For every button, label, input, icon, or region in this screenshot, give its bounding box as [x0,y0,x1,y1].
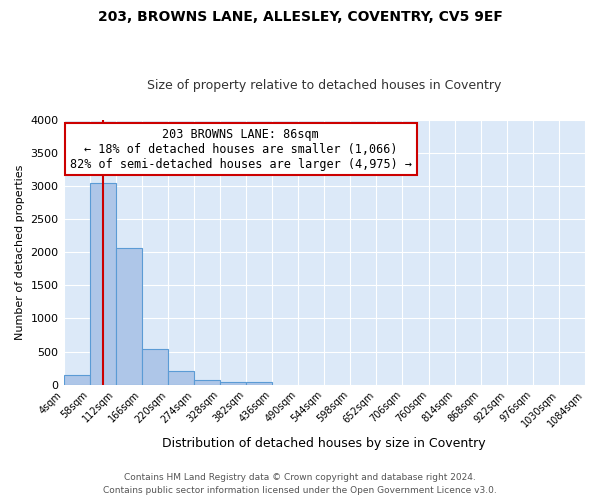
Bar [142,348,168,384]
X-axis label: Distribution of detached houses by size in Coventry: Distribution of detached houses by size … [163,437,486,450]
Bar [116,248,142,384]
Text: 203 BROWNS LANE: 86sqm
← 18% of detached houses are smaller (1,066)
82% of semi-: 203 BROWNS LANE: 86sqm ← 18% of detached… [70,128,412,170]
Text: 203, BROWNS LANE, ALLESLEY, COVENTRY, CV5 9EF: 203, BROWNS LANE, ALLESLEY, COVENTRY, CV… [98,10,502,24]
Bar [89,183,116,384]
Title: Size of property relative to detached houses in Coventry: Size of property relative to detached ho… [147,79,502,92]
Text: Contains HM Land Registry data © Crown copyright and database right 2024.
Contai: Contains HM Land Registry data © Crown c… [103,474,497,495]
Bar [220,382,246,384]
Y-axis label: Number of detached properties: Number of detached properties [15,164,25,340]
Bar [168,371,194,384]
Bar [246,382,272,384]
Bar [64,375,89,384]
Bar [194,380,220,384]
